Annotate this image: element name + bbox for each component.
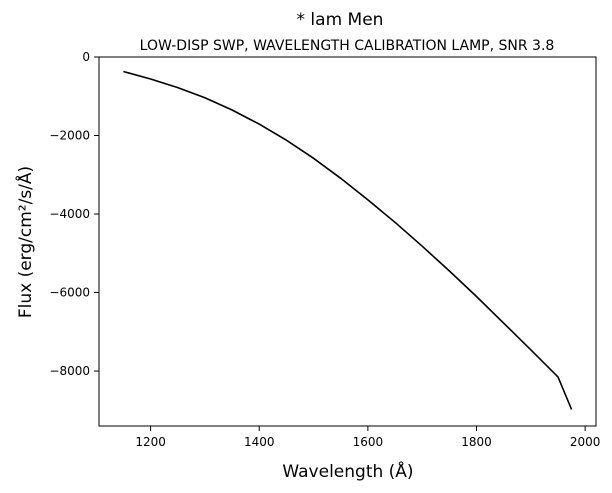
x-tick-label: 1600 [353,435,384,449]
chart-title: * lam Men [297,10,384,30]
x-tick-label: 1800 [461,435,492,449]
y-tick-label: −4000 [49,207,90,221]
y-axis: 0 −2000 −4000 −6000 −8000 [49,50,99,378]
x-tick-label: 2000 [570,435,601,449]
y-axis-label: Flux (erg/cm²/s/Å) [14,166,36,318]
y-tick-label: 0 [82,50,90,64]
plot-area [98,56,597,427]
flux-line [123,70,573,410]
y-tick-label: −6000 [49,286,90,300]
x-tick-label: 1400 [244,435,275,449]
x-axis-label: Wavelength (Å) [282,460,413,482]
y-tick-label: −8000 [49,364,90,378]
chart-subtitle: LOW-DISP SWP, WAVELENGTH CALIBRATION LAM… [140,38,555,54]
x-tick-label: 1200 [135,435,166,449]
y-tick-label: −2000 [49,129,90,143]
x-axis: 1200 1400 1600 1800 2000 [135,426,600,449]
